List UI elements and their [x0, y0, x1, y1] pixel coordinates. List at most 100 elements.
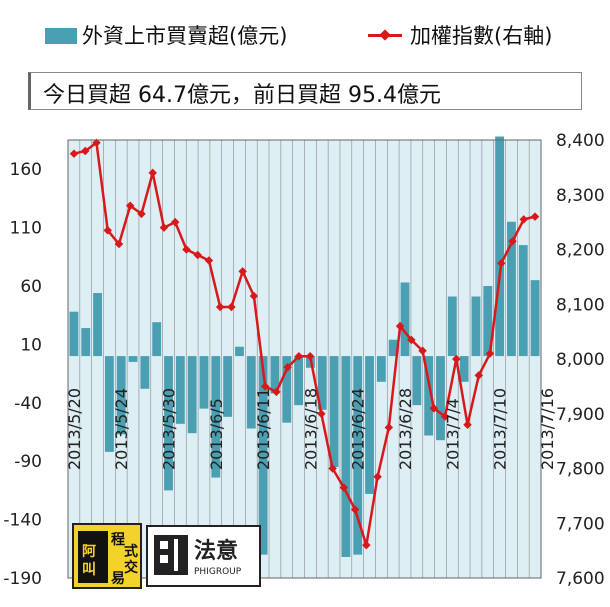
bar — [518, 245, 528, 357]
left-axis-tick-label: 10 — [20, 335, 42, 355]
index-point — [103, 226, 112, 235]
index-point — [238, 267, 247, 276]
bar — [258, 356, 268, 555]
index-point — [260, 382, 270, 391]
index-point — [227, 302, 236, 312]
index-point — [362, 540, 371, 550]
right-axis-tick-label: 7,700 — [556, 514, 605, 534]
bar — [495, 136, 505, 357]
index-point — [384, 423, 394, 432]
bar — [140, 356, 150, 389]
legend: 外資上市買賣超(億元) 加權指數(右軸) — [0, 14, 610, 54]
bar — [388, 339, 398, 357]
legend-line-label: 加權指數(右軸) — [410, 24, 553, 48]
right-axis-tick-label: 8,200 — [556, 241, 605, 261]
index-point — [148, 168, 157, 178]
index-point — [418, 346, 427, 356]
left-axis-tick-label: 60 — [20, 277, 42, 297]
bar — [282, 356, 292, 423]
index-point — [350, 505, 360, 514]
legend-bar-swatch — [45, 28, 77, 44]
phigroup-mark-icon — [154, 535, 188, 575]
index-point — [407, 335, 416, 345]
x-axis-tick-label: 2013/5/30 — [160, 388, 179, 470]
bar — [294, 356, 303, 406]
index-point — [429, 404, 439, 413]
logo-char: 阿 — [82, 544, 96, 560]
index-point — [485, 349, 495, 358]
index-point — [114, 239, 124, 249]
index-point — [452, 354, 461, 364]
index-point — [137, 209, 146, 219]
logo-phigroup: 法意 PHIGROUP — [146, 525, 261, 587]
legend-bar-label: 外資上市買賣超(億元) — [82, 24, 288, 48]
bar — [81, 328, 91, 357]
x-axis-tick-label: 2013/5/24 — [112, 388, 131, 470]
index-point — [125, 201, 135, 210]
bar — [270, 356, 280, 394]
index-point — [193, 250, 202, 260]
bar — [164, 356, 173, 491]
right-axis-tick-label: 7,900 — [556, 405, 605, 425]
bar — [412, 356, 422, 406]
x-axis-tick-label: 2013/7/16 — [538, 388, 557, 470]
index-point — [328, 464, 337, 473]
bar — [246, 356, 256, 429]
left-axis-tick-label: 160 — [10, 160, 42, 180]
bar — [116, 356, 126, 435]
index-point — [283, 362, 292, 372]
x-axis-tick-label: 2013/6/18 — [301, 388, 320, 470]
index-point — [170, 217, 180, 227]
index-point — [92, 138, 101, 147]
logo-char: 叫 — [82, 562, 96, 578]
bar — [317, 356, 327, 410]
right-axis-tick-label: 7,600 — [556, 569, 605, 589]
x-axis-tick-label: 2013/5/20 — [65, 388, 84, 470]
index-point — [339, 483, 349, 492]
index-point — [159, 223, 169, 232]
bar — [93, 293, 102, 357]
x-axis-tick-label: 2013/6/11 — [254, 388, 273, 470]
index-point — [373, 472, 382, 481]
bar — [69, 311, 79, 357]
bar — [341, 356, 351, 557]
x-axis-tick-label: 2013/6/5 — [207, 398, 226, 470]
bar — [400, 282, 410, 357]
bar — [152, 322, 162, 357]
bar — [376, 356, 386, 382]
right-axis-tick-label: 8,000 — [556, 350, 605, 370]
bar — [459, 356, 469, 382]
index-point — [81, 146, 90, 156]
logo-char: 式 — [124, 544, 138, 560]
x-axis-tick-label: 2013/6/28 — [396, 388, 415, 470]
bar — [211, 356, 221, 478]
logo-phigroup-cn: 法意 — [194, 539, 239, 564]
index-point — [440, 412, 450, 421]
index-point — [497, 258, 506, 268]
index-point — [249, 291, 259, 301]
bar — [175, 356, 185, 424]
index-point — [69, 149, 79, 158]
summary-box: 今日買超 64.7億元，前日買超 95.4億元 — [28, 72, 582, 110]
index-point — [395, 321, 405, 331]
index-point — [272, 387, 281, 397]
bar — [507, 221, 516, 357]
plot-border — [67, 139, 542, 579]
bar — [223, 356, 233, 417]
right-axis-tick-label: 8,100 — [556, 295, 605, 315]
logo-program-trading: 程 式 阿 叫 交 易 — [72, 523, 142, 589]
index-point — [474, 371, 484, 380]
left-axis-tick-label: -90 — [14, 452, 42, 472]
bar — [471, 296, 481, 357]
logo-phigroup-en: PHIGROUP — [194, 567, 242, 577]
right-axis-tick-label: 7,800 — [556, 460, 605, 480]
x-axis-tick-label: 2013/6/24 — [349, 388, 368, 470]
x-axis-tick-label: 2013/7/4 — [443, 398, 462, 470]
index-point — [294, 352, 304, 361]
bar — [436, 356, 445, 441]
summary-text: 今日買超 64.7億元，前日買超 95.4億元 — [43, 83, 441, 108]
left-axis-tick-label: -190 — [3, 569, 42, 589]
index-point — [215, 302, 225, 312]
right-axis-tick-label: 8,400 — [556, 131, 605, 151]
